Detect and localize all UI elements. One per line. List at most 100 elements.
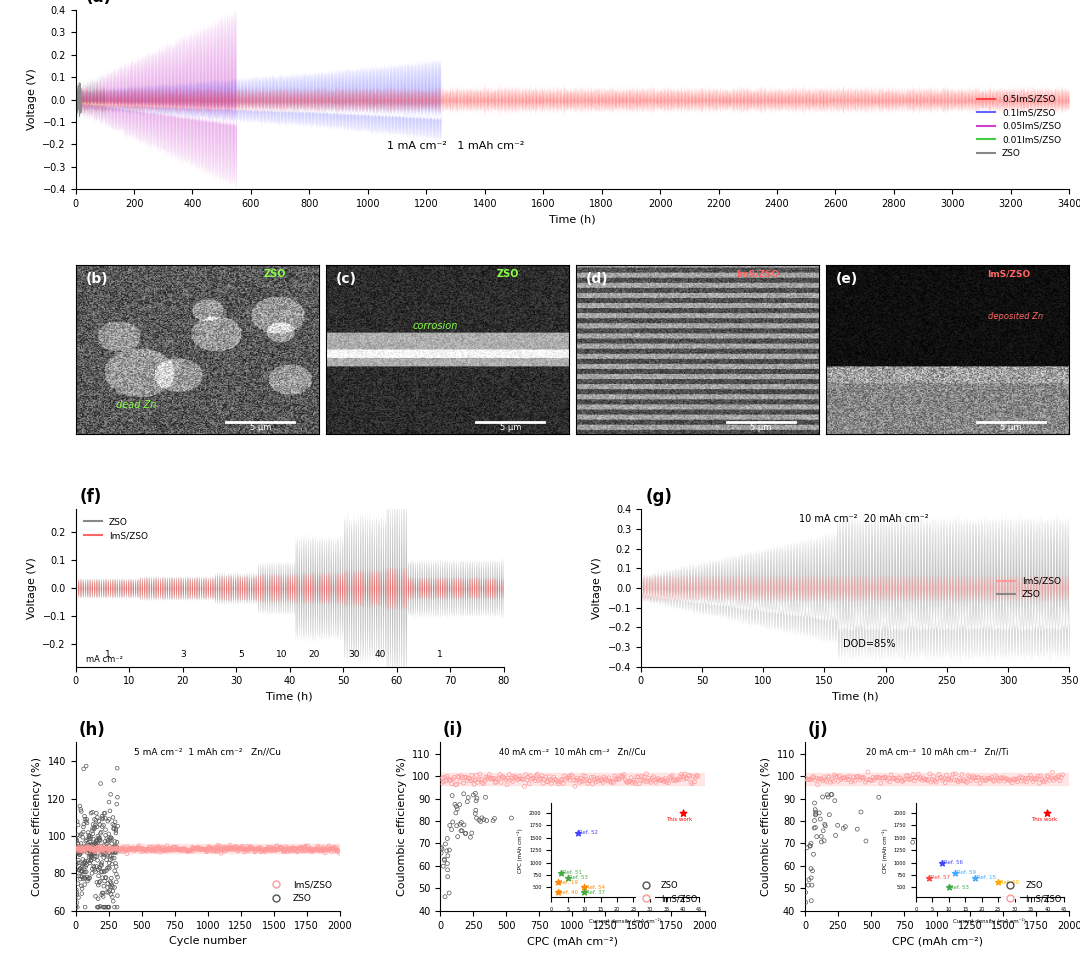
ImS/ZSO bbox=[314, 840, 332, 856]
ImS/ZSO bbox=[867, 770, 885, 786]
ImS/ZSO bbox=[567, 773, 584, 789]
ZSO bbox=[95, 899, 112, 915]
Text: 5 μm: 5 μm bbox=[500, 423, 522, 432]
ImS/ZSO bbox=[577, 768, 594, 784]
ImS/ZSO bbox=[283, 843, 300, 859]
ZSO bbox=[802, 870, 820, 886]
ZSO bbox=[812, 828, 829, 844]
ZSO bbox=[77, 856, 94, 871]
ImS/ZSO bbox=[685, 769, 702, 785]
Y-axis label: Voltage (V): Voltage (V) bbox=[27, 557, 37, 619]
ZSO bbox=[89, 835, 106, 851]
ZSO bbox=[85, 845, 103, 860]
ImS/ZSO bbox=[1013, 773, 1030, 789]
Y-axis label: Coulombic efficiency (%): Coulombic efficiency (%) bbox=[396, 757, 406, 896]
ImS/ZSO bbox=[330, 846, 348, 861]
ImS/ZSO bbox=[228, 839, 245, 855]
ZSO bbox=[814, 790, 832, 805]
ImS/ZSO bbox=[211, 840, 228, 856]
ZSO bbox=[99, 885, 117, 900]
ImS/ZSO bbox=[185, 840, 202, 856]
ImS/ZSO bbox=[316, 841, 334, 857]
ImS/ZSO bbox=[230, 841, 247, 857]
ImS/ZSO bbox=[133, 844, 150, 860]
ZSO bbox=[94, 886, 111, 901]
ImS/ZSO bbox=[313, 841, 330, 857]
ImS/ZSO bbox=[311, 843, 328, 859]
ZSO bbox=[69, 836, 86, 852]
ImS/ZSO bbox=[1016, 770, 1034, 786]
ZSO bbox=[99, 876, 117, 891]
ImS/ZSO bbox=[935, 771, 953, 787]
ImS/ZSO bbox=[113, 841, 131, 857]
ImS/ZSO bbox=[97, 840, 114, 856]
ZSO bbox=[103, 841, 120, 857]
ImS/ZSO bbox=[108, 841, 125, 857]
ImS/ZSO bbox=[131, 840, 148, 856]
ImS/ZSO bbox=[467, 772, 484, 788]
ImS/ZSO bbox=[315, 843, 333, 859]
ImS/ZSO bbox=[283, 840, 300, 856]
ImS/ZSO bbox=[289, 843, 307, 859]
ImS/ZSO bbox=[175, 841, 192, 857]
X-axis label: CPC (mAh cm⁻²): CPC (mAh cm⁻²) bbox=[892, 936, 983, 946]
ZSO bbox=[69, 856, 86, 871]
ImS/ZSO bbox=[187, 841, 204, 857]
ImS/ZSO bbox=[153, 843, 171, 859]
ImS/ZSO bbox=[160, 841, 177, 857]
ImS/ZSO bbox=[132, 842, 149, 858]
ImS/ZSO bbox=[206, 842, 224, 858]
ImS/ZSO bbox=[69, 843, 86, 859]
ZSO bbox=[821, 807, 838, 823]
ZSO bbox=[68, 888, 85, 903]
ImS/ZSO bbox=[602, 774, 619, 790]
Text: dead Zn: dead Zn bbox=[117, 400, 157, 410]
ImS/ZSO bbox=[252, 844, 269, 860]
ImS/ZSO bbox=[870, 770, 888, 786]
ZSO bbox=[75, 843, 92, 859]
ZSO bbox=[89, 899, 106, 915]
ZSO bbox=[464, 787, 482, 802]
ImS/ZSO bbox=[210, 841, 227, 857]
ImS/ZSO bbox=[81, 842, 98, 858]
ImS/ZSO bbox=[222, 840, 240, 856]
ImS/ZSO bbox=[915, 770, 932, 786]
Bar bbox=[76, 844, 340, 853]
ImS/ZSO bbox=[315, 842, 333, 858]
ZSO bbox=[837, 819, 854, 834]
ImS/ZSO bbox=[95, 842, 112, 858]
ZSO bbox=[432, 840, 449, 856]
ImS/ZSO bbox=[887, 770, 904, 786]
ImS/ZSO bbox=[241, 842, 258, 858]
ImS/ZSO bbox=[1027, 771, 1044, 787]
ImS/ZSO bbox=[217, 839, 234, 855]
Text: 5 μm: 5 μm bbox=[750, 423, 771, 432]
ImS/ZSO bbox=[632, 772, 649, 788]
ImS/ZSO bbox=[275, 844, 293, 860]
Text: ZSO: ZSO bbox=[264, 269, 286, 279]
ImS/ZSO bbox=[589, 770, 606, 786]
ZSO bbox=[77, 859, 94, 874]
ImS/ZSO bbox=[934, 772, 951, 788]
ImS/ZSO bbox=[214, 841, 231, 857]
ImS/ZSO bbox=[611, 771, 629, 787]
ImS/ZSO bbox=[810, 771, 827, 787]
ImS/ZSO bbox=[813, 771, 831, 787]
ImS/ZSO bbox=[255, 843, 272, 859]
ImS/ZSO bbox=[105, 842, 122, 858]
ImS/ZSO bbox=[966, 768, 983, 784]
ImS/ZSO bbox=[213, 841, 230, 857]
ImS/ZSO bbox=[312, 843, 329, 859]
ImS/ZSO bbox=[173, 842, 190, 858]
ImS/ZSO bbox=[84, 841, 102, 857]
ZSO bbox=[102, 879, 119, 894]
ImS/ZSO bbox=[181, 843, 199, 859]
ImS/ZSO bbox=[591, 770, 608, 786]
ImS/ZSO bbox=[134, 840, 151, 856]
ImS/ZSO bbox=[948, 772, 966, 788]
ImS/ZSO bbox=[435, 774, 453, 790]
ImS/ZSO bbox=[145, 839, 162, 855]
ImS/ZSO bbox=[961, 769, 978, 785]
ZSO bbox=[468, 793, 485, 808]
Y-axis label: Voltage (V): Voltage (V) bbox=[592, 557, 603, 619]
